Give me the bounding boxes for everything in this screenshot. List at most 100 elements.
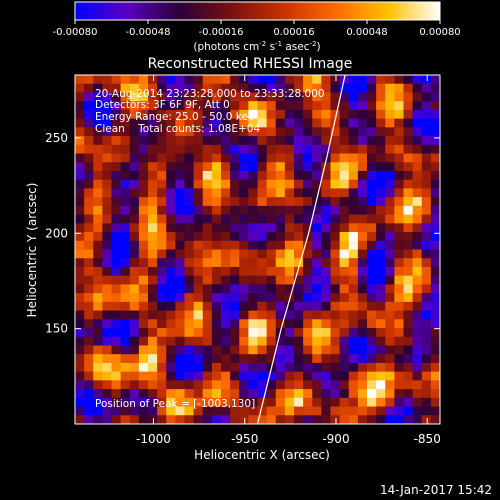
heatmap-cell: [385, 389, 395, 399]
heatmap-cell: [129, 205, 140, 216]
heatmap-cell: [138, 266, 149, 277]
heatmap-cell: [403, 153, 414, 163]
heatmap-cell: [312, 328, 322, 338]
heatmap-cell: [111, 83, 122, 93]
heatmap-cell: [257, 136, 268, 146]
heatmap-cell: [93, 83, 103, 93]
heatmap-cell: [239, 118, 249, 128]
heatmap-cell: [403, 275, 414, 285]
heatmap-cell: [175, 310, 185, 320]
heatmap-cell: [84, 240, 94, 250]
annotation-time-range: 20-Aug-2014 23:23:28.000 to 23:33:28.000: [95, 88, 325, 100]
heatmap-cell: [275, 389, 286, 399]
heatmap-cell: [275, 109, 286, 120]
heatmap-cell: [157, 380, 167, 390]
heatmap-cell: [394, 301, 404, 311]
heatmap-cell: [248, 92, 258, 102]
heatmap-cell: [385, 127, 395, 137]
heatmap-cell: [330, 240, 341, 250]
heatmap-cell: [211, 389, 222, 399]
heatmap-cell: [339, 179, 350, 189]
heatmap-cell: [84, 275, 94, 285]
heatmap-cell: [321, 118, 331, 128]
heatmap-cell: [239, 127, 249, 137]
heatmap-cell: [239, 223, 249, 233]
heatmap-cell: [348, 92, 359, 102]
heatmap-cell: [412, 266, 423, 277]
heatmap-cell: [284, 197, 295, 207]
heatmap-cell: [166, 319, 176, 329]
heatmap-cell: [138, 162, 149, 172]
heatmap-cell: [248, 354, 258, 364]
heatmap-cell: [367, 336, 377, 346]
heatmap-cell: [394, 328, 404, 338]
heatmap-cell: [348, 223, 359, 233]
heatmap-cell: [294, 188, 304, 198]
heatmap-cell: [266, 101, 277, 111]
heatmap-cell: [376, 214, 386, 224]
heatmap-cell: [357, 362, 368, 373]
heatmap-cell: [330, 162, 341, 172]
heatmap-cell: [239, 109, 249, 120]
heatmap-cell: [357, 258, 368, 268]
heatmap-cell: [157, 336, 167, 346]
heatmap-cell: [129, 136, 140, 146]
heatmap-cell: [221, 179, 231, 189]
heatmap-cell: [430, 319, 441, 329]
heatmap-cell: [403, 170, 414, 181]
heatmap-cell: [221, 109, 231, 120]
heatmap-cell: [102, 162, 112, 172]
heatmap-cell: [239, 371, 249, 381]
heatmap-cell: [348, 328, 359, 338]
heatmap-cell: [294, 153, 304, 163]
heatmap-cell: [175, 266, 185, 277]
heatmap-cell: [148, 301, 158, 311]
heatmap-cell: [120, 75, 131, 85]
heatmap-cell: [403, 179, 414, 189]
heatmap-cell: [120, 310, 131, 320]
heatmap-cell: [93, 397, 103, 407]
heatmap-cell: [193, 336, 204, 346]
x-tick-label: -850: [414, 432, 441, 446]
heatmap-cell: [266, 205, 277, 216]
heatmap-cell: [275, 301, 286, 311]
heatmap-cell: [412, 362, 423, 373]
heatmap-cell: [257, 92, 268, 102]
heatmap-cell: [357, 144, 368, 154]
heatmap-cell: [339, 354, 350, 364]
heatmap-cell: [312, 301, 322, 311]
heatmap-cell: [157, 223, 167, 233]
heatmap-cell: [184, 197, 195, 207]
heatmap-cell: [239, 258, 249, 268]
heatmap-cell: [266, 336, 277, 346]
heatmap-cell: [321, 144, 331, 154]
heatmap-cell: [75, 214, 85, 224]
heatmap-cell: [257, 293, 268, 303]
annotation-detectors: Detectors: 3F 6F 9F, Att 0: [95, 99, 230, 111]
heatmap-cell: [148, 223, 158, 233]
heatmap-cell: [184, 75, 195, 85]
heatmap-cell: [111, 153, 122, 163]
heatmap-cell: [202, 214, 213, 224]
heatmap-cell: [303, 336, 313, 346]
heatmap-cell: [421, 275, 432, 285]
colorbar-unit-label: (photons cm-2 s-1 asec-2): [193, 40, 320, 53]
heatmap-cell: [266, 83, 277, 93]
heatmap-cell: [257, 109, 268, 120]
heatmap-cell: [339, 380, 350, 390]
heatmap-cell: [430, 92, 441, 102]
heatmap-cell: [211, 319, 222, 329]
heatmap-cell: [230, 197, 240, 207]
heatmap-cell: [403, 328, 414, 338]
heatmap-cell: [102, 144, 112, 154]
heatmap-cell: [266, 136, 277, 146]
heatmap-cell: [148, 275, 158, 285]
heatmap-cell: [193, 232, 204, 242]
heatmap-cell: [257, 354, 268, 364]
heatmap-cell: [312, 380, 322, 390]
heatmap-cell: [330, 284, 341, 294]
heatmap-cell: [120, 118, 131, 128]
heatmap-cell: [394, 109, 404, 120]
heatmap-cell: [421, 354, 432, 364]
heatmap-cell: [102, 310, 112, 320]
